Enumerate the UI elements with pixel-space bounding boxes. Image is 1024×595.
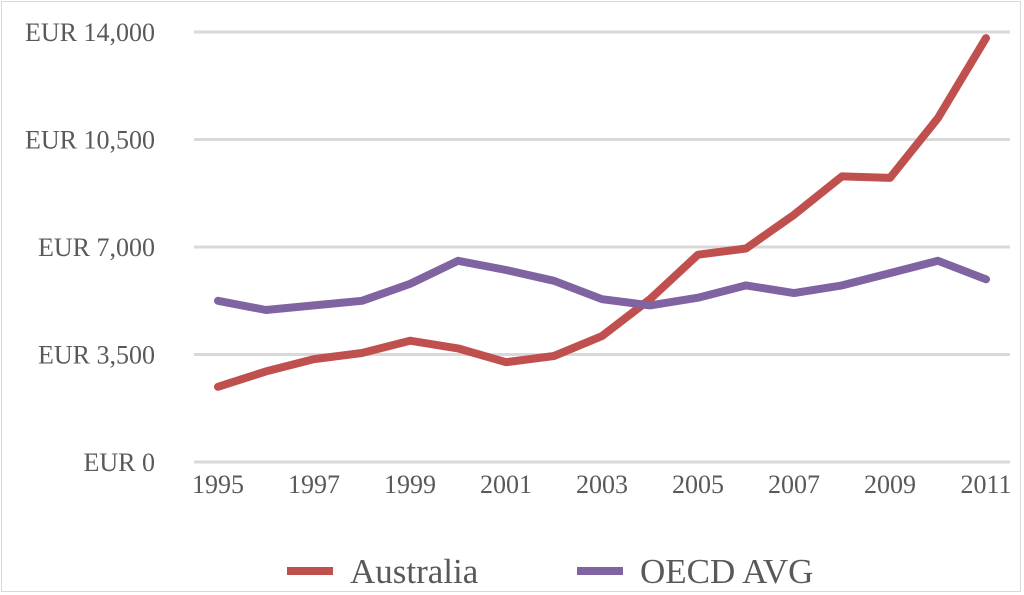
legend: Australia OECD AVG [287, 552, 813, 591]
y-tick-label: EUR 14,000 [25, 18, 155, 47]
x-tick-label: 2005 [672, 470, 724, 499]
x-tick-label: 2011 [960, 470, 1011, 499]
x-axis-tick-labels: 1995 1997 1999 2001 2003 2005 2007 2009 … [192, 470, 1012, 499]
gridlines [194, 30, 1010, 464]
y-axis-tick-labels: EUR 0 EUR 3,500 EUR 7,000 EUR 10,500 EUR… [25, 18, 155, 477]
y-tick-label: EUR 10,500 [25, 126, 155, 155]
x-tick-label: 1999 [384, 470, 436, 499]
y-tick-label: EUR 7,000 [38, 233, 155, 262]
x-tick-label: 2003 [576, 470, 628, 499]
x-tick-label: 1995 [192, 470, 244, 499]
x-tick-label: 2001 [480, 470, 532, 499]
legend-label-oecd-avg: OECD AVG [640, 552, 813, 591]
x-tick-label: 2009 [864, 470, 916, 499]
x-tick-label: 2007 [768, 470, 820, 499]
y-tick-label: EUR 0 [84, 448, 156, 477]
y-tick-label: EUR 3,500 [38, 341, 155, 370]
series-line-australia [214, 34, 990, 391]
series-line-oecd-avg [214, 256, 990, 314]
x-tick-label: 1997 [288, 470, 340, 499]
series-lines [214, 34, 990, 391]
legend-label-australia: Australia [350, 552, 479, 591]
